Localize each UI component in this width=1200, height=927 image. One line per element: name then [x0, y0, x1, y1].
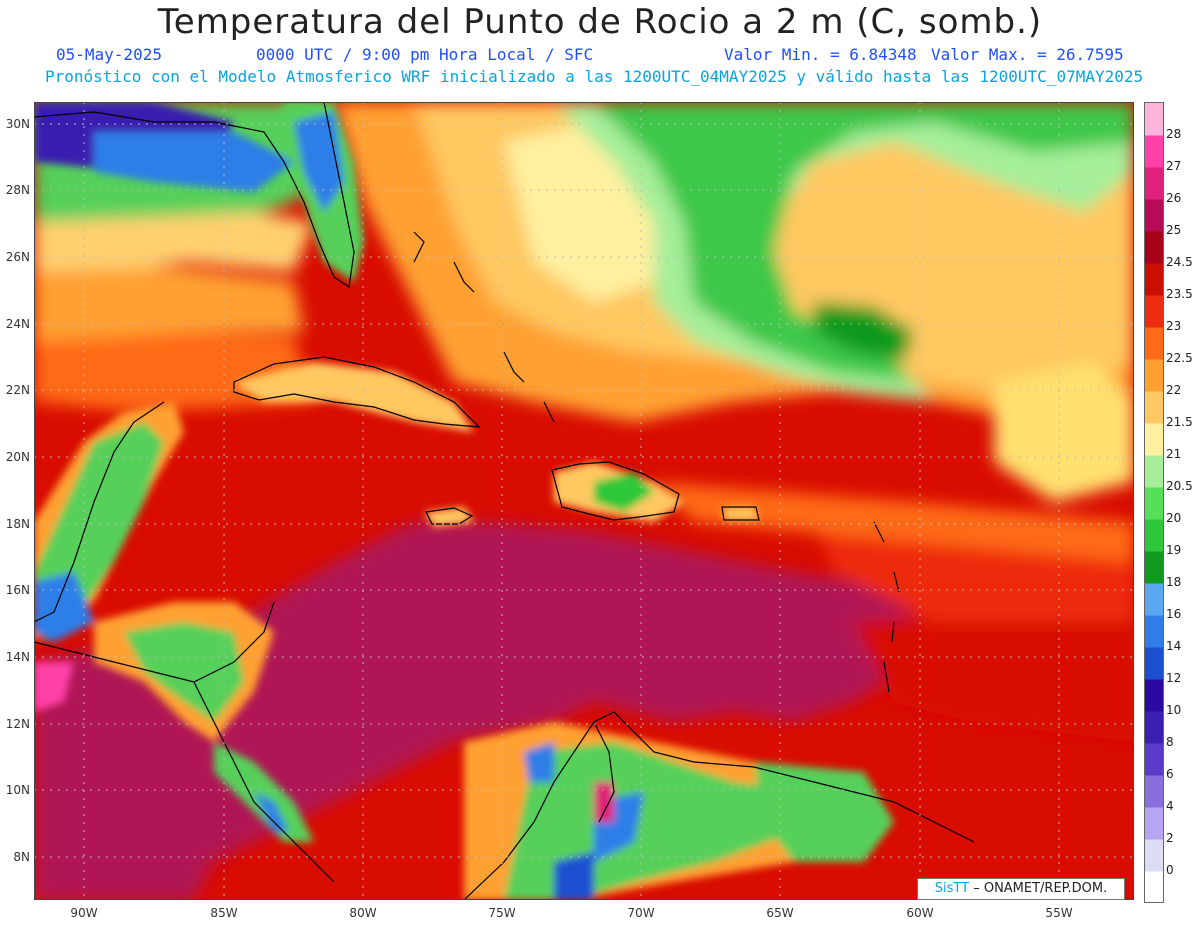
lon-label: 60W	[906, 906, 934, 920]
colorbar-swatch	[1145, 327, 1163, 360]
lon-label: 80W	[349, 906, 377, 920]
colorbar-swatch	[1145, 487, 1163, 520]
colorbar-swatch	[1145, 679, 1163, 712]
colorbar-swatch	[1145, 743, 1163, 776]
credit-text: – ONAMET/REP.DOM.	[973, 881, 1108, 896]
colorbar-swatch	[1145, 295, 1163, 328]
lon-label: 75W	[488, 906, 516, 920]
lat-label: 26N	[5, 250, 30, 264]
colorbar-label: 19	[1166, 543, 1182, 557]
forecast-info: Pronóstico con el Modelo Atmosferico WRF…	[45, 67, 1144, 86]
colorbar-label: 28	[1166, 127, 1182, 141]
colorbar-label: 14	[1166, 639, 1182, 653]
lat-label: 30N	[5, 117, 30, 131]
dewpoint-field	[34, 102, 1134, 900]
sistt-logo: SisTT	[934, 881, 970, 896]
lon-label: 70W	[627, 906, 655, 920]
colorbar-swatch	[1145, 647, 1163, 680]
lon-label: 90W	[70, 906, 98, 920]
lat-label: 28N	[5, 183, 30, 197]
lon-label: 85W	[210, 906, 238, 920]
colorbar-label: 23.5	[1166, 287, 1193, 301]
lat-label: 16N	[5, 583, 30, 597]
lat-label: 12N	[5, 717, 30, 731]
lon-label: 65W	[766, 906, 794, 920]
colorbar-label: 26	[1166, 191, 1182, 205]
colorbar-label: 21	[1166, 447, 1182, 461]
colorbar-swatch	[1145, 199, 1163, 232]
colorbar-swatch	[1145, 263, 1163, 296]
lat-label: 10N	[5, 783, 30, 797]
colorbar-label: 20	[1166, 511, 1182, 525]
colorbar-label: 2	[1166, 831, 1174, 845]
colorbar-label: 21.5	[1166, 415, 1193, 429]
colorbar-label: 4	[1166, 799, 1174, 813]
lat-label: 20N	[5, 450, 30, 464]
lat-label: 8N	[13, 850, 30, 864]
colorbar-label: 6	[1166, 767, 1174, 781]
graticule	[34, 102, 1134, 900]
colorbar-label: 10	[1166, 703, 1182, 717]
colorbar-label: 22.5	[1166, 351, 1193, 365]
lat-label: 24N	[5, 317, 30, 331]
colorbar-swatch	[1145, 135, 1163, 168]
colorbar-swatch	[1145, 423, 1163, 456]
colorbar-label: 0	[1166, 863, 1174, 877]
colorbar-label: 23	[1166, 319, 1182, 333]
colorbar-swatch	[1145, 551, 1163, 584]
colorbar-swatch	[1145, 231, 1163, 264]
lon-label: 55W	[1045, 906, 1073, 920]
colorbar-border	[1144, 102, 1164, 903]
colorbar-swatch	[1145, 455, 1163, 488]
time-info: 0000 UTC / 9:00 pm Hora Local / SFC	[256, 45, 594, 64]
colorbar-label: 16	[1166, 607, 1182, 621]
colorbar-swatch	[1145, 359, 1163, 392]
colorbar-label: 27	[1166, 159, 1182, 173]
colorbar-label: 8	[1166, 735, 1174, 749]
credit-box: SisTT – ONAMET/REP.DOM.	[917, 878, 1125, 900]
colorbar-label: 24.5	[1166, 255, 1193, 269]
colorbar-swatch	[1145, 871, 1163, 904]
lat-label: 22N	[5, 383, 30, 397]
max-value: Valor Max. = 26.7595	[931, 45, 1124, 64]
colorbar-swatch	[1145, 167, 1163, 200]
lat-label: 14N	[5, 650, 30, 664]
colorbar-swatch	[1145, 583, 1163, 616]
colorbar-swatch	[1145, 103, 1163, 136]
colorbar-label: 18	[1166, 575, 1182, 589]
colorbar	[1144, 102, 1164, 904]
colorbar-swatch	[1145, 807, 1163, 840]
colorbar-swatch	[1145, 839, 1163, 872]
colorbar-swatch	[1145, 519, 1163, 552]
colorbar-swatch	[1145, 711, 1163, 744]
date-label: 05-May-2025	[56, 45, 162, 64]
colorbar-label: 12	[1166, 671, 1182, 685]
coastlines	[34, 102, 975, 900]
colorbar-swatch	[1145, 391, 1163, 424]
colorbar-label: 25	[1166, 223, 1182, 237]
colorbar-label: 20.5	[1166, 479, 1193, 493]
dewpoint-map	[34, 102, 1134, 900]
map-title: Temperatura del Punto de Rocio a 2 m (C,…	[157, 2, 1043, 42]
lat-label: 18N	[5, 517, 30, 531]
colorbar-swatch	[1145, 615, 1163, 648]
colorbar-label: 22	[1166, 383, 1182, 397]
min-value: Valor Min. = 6.84348	[724, 45, 917, 64]
colorbar-swatch	[1145, 775, 1163, 808]
